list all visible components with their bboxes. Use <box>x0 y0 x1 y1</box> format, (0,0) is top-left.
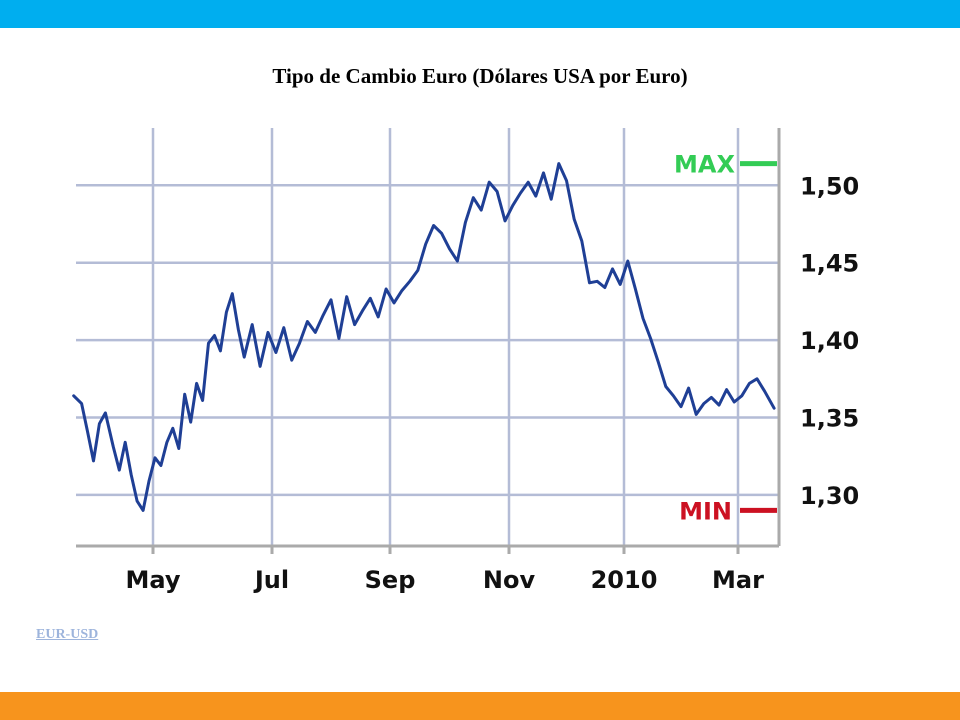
chart-title: Tipo de Cambio Euro (Dólares USA por Eur… <box>272 64 688 88</box>
grid-lines <box>76 128 779 546</box>
series-layer <box>72 162 776 512</box>
x-tick-label: Nov <box>483 566 536 594</box>
bottom-accent-bar <box>0 692 960 720</box>
x-tick-label: 2010 <box>591 566 658 594</box>
source-link-eur-usd[interactable]: EUR-USD <box>36 627 99 642</box>
chart-axes <box>76 128 781 554</box>
max-min-markers: MAX MIN <box>674 151 777 525</box>
x-tick-label: Sep <box>365 566 416 594</box>
top-accent-bar <box>0 0 960 28</box>
x-tick-label: May <box>126 566 181 594</box>
y-tick-label: 1,40 <box>800 327 859 355</box>
y-tick-label: 1,45 <box>800 250 859 278</box>
max-label: MAX <box>674 151 735 179</box>
series-line <box>72 162 776 512</box>
y-tick-label: 1,35 <box>800 405 859 433</box>
y-tick-labels: 1,50 1,45 1,40 1,35 1,30 <box>800 172 859 510</box>
y-tick-label: 1,50 <box>800 172 859 200</box>
x-tick-label: Mar <box>712 566 764 594</box>
min-label: MIN <box>679 497 732 525</box>
x-tick-labels: May Jul Sep Nov 2010 Mar <box>126 566 765 594</box>
x-tick-label: Jul <box>253 566 289 594</box>
y-tick-label: 1,30 <box>800 482 859 510</box>
